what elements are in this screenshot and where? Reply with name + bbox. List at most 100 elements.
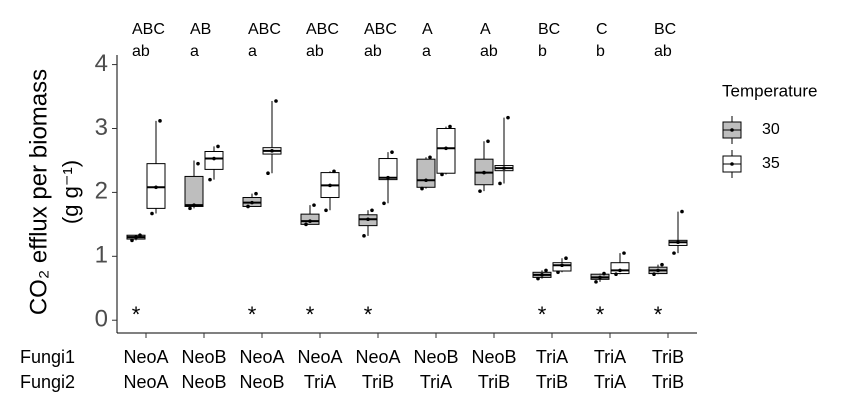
data-point — [482, 170, 486, 175]
data-point — [328, 183, 332, 188]
data-point — [274, 99, 278, 103]
letter-upper: BC — [538, 21, 560, 38]
x-tick-label: TriB — [478, 372, 510, 392]
legend-label: 30 — [762, 121, 780, 138]
data-point — [362, 234, 366, 238]
data-point — [158, 119, 162, 123]
y-axis-unit: (g g⁻¹) — [58, 160, 83, 224]
data-point — [192, 203, 196, 207]
x-tick-label: NeoA — [297, 347, 342, 367]
data-point — [540, 273, 544, 277]
data-point — [424, 178, 428, 183]
data-point — [332, 169, 336, 174]
y-tick-label: 2 — [95, 178, 108, 205]
data-point — [266, 171, 270, 176]
x-tick-label: TriA — [304, 372, 336, 392]
data-point — [556, 270, 560, 275]
data-point — [676, 240, 680, 245]
data-point — [138, 233, 142, 238]
significance: * — [132, 302, 141, 327]
data-point — [672, 251, 676, 255]
letter-lower: b — [596, 43, 605, 60]
data-point — [428, 155, 432, 160]
letter-upper: ABC — [364, 21, 397, 38]
data-point — [304, 222, 308, 227]
y-tick-label: 3 — [95, 114, 108, 141]
box — [436, 127, 456, 174]
data-point — [212, 156, 216, 161]
data-point — [478, 189, 482, 193]
letter-lower: a — [190, 43, 199, 60]
data-point — [216, 144, 220, 149]
data-point — [324, 208, 328, 213]
y-tick-label: 1 — [95, 242, 108, 269]
letter-lower: b — [538, 43, 547, 60]
letter-lower: ab — [364, 43, 382, 60]
x-tick-label: NeoB — [471, 347, 516, 367]
data-point — [188, 206, 192, 211]
box — [300, 213, 320, 225]
data-point — [602, 271, 606, 276]
data-point — [254, 191, 258, 196]
x-tick-label: TriA — [594, 372, 626, 392]
x-tick-label: NeoB — [181, 347, 226, 367]
data-point — [560, 263, 564, 268]
data-point — [250, 200, 254, 205]
box — [184, 175, 204, 207]
x-tick-label: NeoA — [355, 347, 400, 367]
data-point — [130, 238, 134, 243]
x-tick-label: TriA — [536, 347, 568, 367]
data-point — [614, 272, 618, 277]
legend-title: Temperature — [722, 81, 817, 100]
data-point — [312, 203, 316, 207]
letter-upper: C — [596, 21, 608, 38]
significance: * — [248, 302, 257, 327]
box — [378, 158, 398, 181]
data-point — [448, 124, 452, 129]
data-point — [622, 251, 626, 255]
data-point — [134, 235, 138, 239]
data-point — [382, 201, 386, 206]
letter-lower: a — [248, 43, 257, 60]
letter-upper: A — [480, 21, 491, 38]
data-point — [444, 146, 448, 151]
data-point — [660, 262, 664, 267]
data-point — [150, 211, 154, 216]
letter-upper: BC — [654, 21, 676, 38]
x-tick-label: NeoA — [123, 372, 168, 392]
letter-upper: ABC — [132, 21, 165, 38]
significance: * — [654, 302, 663, 327]
significance: * — [306, 302, 315, 327]
data-point — [618, 268, 622, 273]
data-point — [270, 149, 274, 153]
data-point — [598, 275, 602, 280]
letter-lower: ab — [480, 43, 498, 60]
data-point — [386, 175, 390, 180]
letter-lower: ab — [654, 43, 672, 60]
y-axis-label: CO₂ efflux per biomass — [25, 69, 52, 315]
y-tick-label: 4 — [95, 50, 108, 77]
data-point — [544, 268, 548, 273]
data-point — [440, 172, 444, 177]
x-tick-label: NeoA — [239, 347, 284, 367]
x-tick-label: TriB — [536, 372, 568, 392]
box — [416, 158, 436, 188]
legend-point — [730, 128, 734, 132]
data-point — [486, 139, 490, 144]
data-point — [208, 177, 212, 182]
row-label: Fungi2 — [20, 372, 75, 392]
significance: * — [538, 302, 547, 327]
box — [204, 151, 224, 170]
data-point — [656, 268, 660, 273]
data-point — [196, 161, 200, 166]
data-point — [652, 272, 656, 277]
data-point — [536, 276, 540, 281]
legend-point — [730, 162, 734, 166]
data-point — [154, 185, 158, 190]
x-tick-label: NeoB — [239, 372, 284, 392]
x-tick-label: TriA — [420, 372, 452, 392]
significance: * — [596, 302, 605, 327]
data-point — [370, 208, 374, 213]
data-point — [246, 204, 250, 209]
